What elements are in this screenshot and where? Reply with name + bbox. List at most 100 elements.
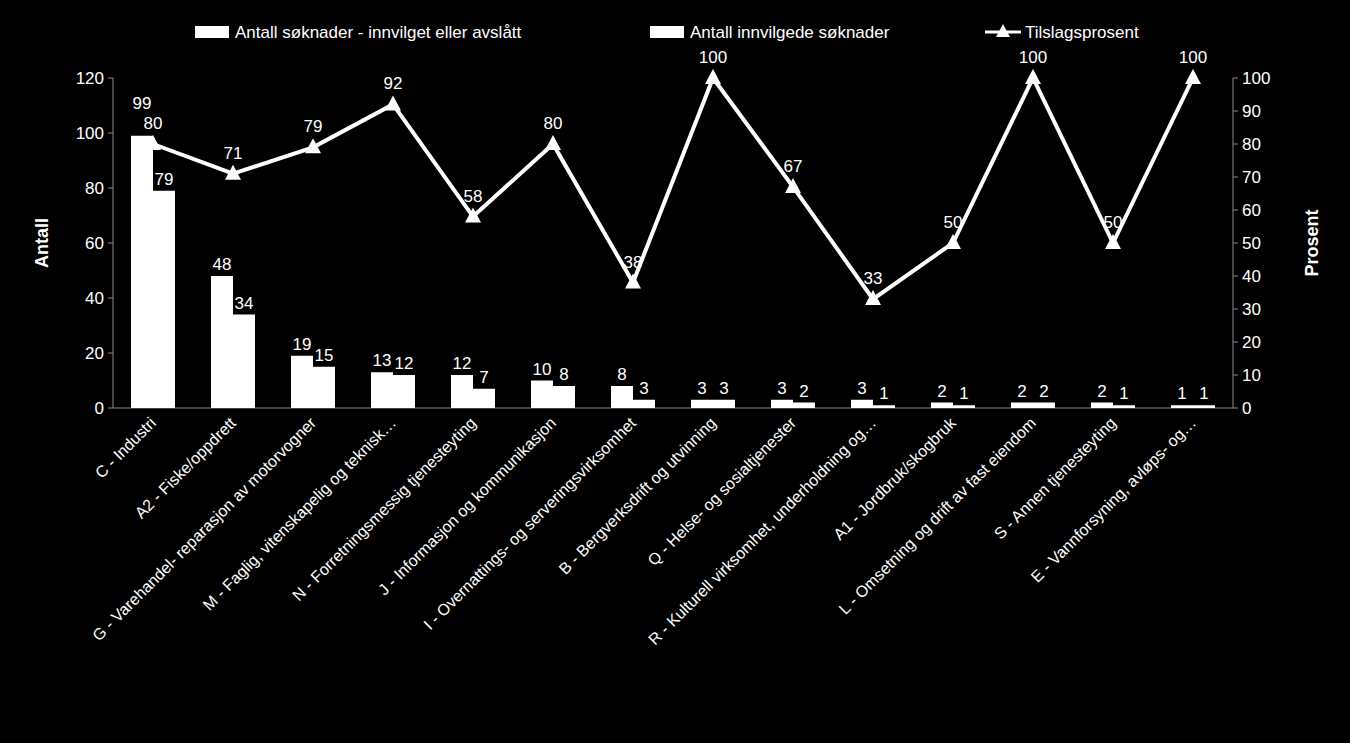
data-label: 99 — [133, 94, 152, 113]
y2-tick — [1233, 408, 1238, 409]
legend: Antall søknader - innvilget eller avslåt… — [195, 23, 1139, 42]
y2-tick — [1233, 78, 1238, 79]
bar — [691, 400, 713, 408]
chart: 0204060801001200102030405060708090100Ant… — [0, 0, 1350, 743]
y2-tick — [1233, 375, 1238, 376]
bar — [1011, 403, 1033, 409]
bar — [1033, 403, 1055, 409]
data-label: 3 — [697, 379, 706, 398]
line-marker — [1185, 69, 1201, 84]
y2-tick — [1233, 243, 1238, 244]
data-label: 2 — [1097, 382, 1106, 401]
data-label: 71 — [224, 144, 243, 163]
line-marker — [865, 290, 881, 305]
data-label: 19 — [293, 335, 312, 354]
bar — [953, 405, 975, 408]
data-label: 80 — [544, 114, 563, 133]
bar — [153, 191, 175, 408]
y2-tick-label: 10 — [1242, 366, 1261, 385]
bar — [1193, 405, 1215, 408]
data-label: 13 — [373, 351, 392, 370]
y-tick — [108, 243, 113, 244]
y-tick-label: 100 — [76, 124, 104, 143]
bar — [931, 403, 953, 409]
x-axis — [113, 408, 1233, 409]
data-label: 100 — [1179, 48, 1207, 67]
line-marker — [545, 135, 561, 150]
labels: 8071799258803810067335010050100994819131… — [133, 48, 1209, 403]
line-marker — [145, 135, 161, 150]
y-tick-label: 40 — [85, 289, 104, 308]
line-marker — [385, 95, 401, 110]
data-label: 34 — [235, 294, 254, 313]
bar — [313, 367, 335, 408]
bar — [291, 356, 313, 408]
plot-area — [131, 78, 1215, 408]
bar — [1091, 403, 1113, 409]
line-marker — [945, 234, 961, 249]
x-tick-label: N - Forretningsmessig tjenesteyting — [289, 414, 479, 604]
data-label: 33 — [864, 269, 883, 288]
y-axis-title: Antall — [32, 218, 52, 268]
y-tick — [108, 188, 113, 189]
data-label: 7 — [479, 368, 488, 387]
bar — [531, 381, 553, 409]
y2-tick-label: 50 — [1242, 234, 1261, 253]
y2-tick-label: 40 — [1242, 267, 1261, 286]
data-label: 2 — [799, 382, 808, 401]
y2-tick — [1233, 144, 1238, 145]
data-label: 92 — [384, 74, 403, 93]
data-label: 10 — [533, 360, 552, 379]
y2-tick-label: 70 — [1242, 168, 1261, 187]
bar — [771, 400, 793, 408]
data-label: 1 — [1199, 384, 1208, 403]
line-marker — [305, 138, 321, 153]
data-label: 50 — [944, 213, 963, 232]
bar — [131, 136, 153, 408]
y-tick — [108, 353, 113, 354]
line-marker — [785, 178, 801, 193]
x-tick-label: Q - Helse- og sosialtjenester — [644, 414, 799, 569]
data-label: 8 — [617, 365, 626, 384]
line — [153, 78, 1193, 299]
legend-swatch — [650, 26, 684, 38]
y2-tick-label: 0 — [1242, 399, 1251, 418]
data-label: 1 — [879, 384, 888, 403]
bar — [553, 386, 575, 408]
legend-swatch — [195, 26, 229, 38]
data-label: 2 — [1039, 382, 1048, 401]
y-tick — [108, 298, 113, 299]
y2-tick — [1233, 342, 1238, 343]
data-label: 15 — [315, 346, 334, 365]
y2-tick — [1233, 111, 1238, 112]
legend-label: Antall søknader - innvilget eller avslåt… — [235, 23, 522, 42]
legend-marker — [996, 24, 1010, 37]
y2-tick — [1233, 177, 1238, 178]
y2-tick-label: 20 — [1242, 333, 1261, 352]
bar — [393, 375, 415, 408]
data-label: 3 — [857, 379, 866, 398]
data-label: 67 — [784, 157, 803, 176]
data-label: 100 — [699, 48, 727, 67]
bar — [611, 386, 633, 408]
y2-tick-label: 30 — [1242, 300, 1261, 319]
y-tick-label: 0 — [95, 399, 104, 418]
bar — [793, 403, 815, 409]
y-tick — [108, 408, 113, 409]
line-marker — [705, 69, 721, 84]
line-marker — [625, 274, 641, 289]
line-marker — [465, 208, 481, 223]
data-label: 2 — [1017, 382, 1026, 401]
y2-tick-label: 100 — [1242, 69, 1270, 88]
y-tick-label: 60 — [85, 234, 104, 253]
bar — [1113, 405, 1135, 408]
bar — [451, 375, 473, 408]
y2-tick-label: 90 — [1242, 102, 1261, 121]
y2-tick-label: 80 — [1242, 135, 1261, 154]
bar — [233, 315, 255, 409]
data-label: 38 — [624, 253, 643, 272]
data-label: 79 — [304, 117, 323, 136]
y-tick — [108, 78, 113, 79]
bar — [633, 400, 655, 408]
bar — [473, 389, 495, 408]
